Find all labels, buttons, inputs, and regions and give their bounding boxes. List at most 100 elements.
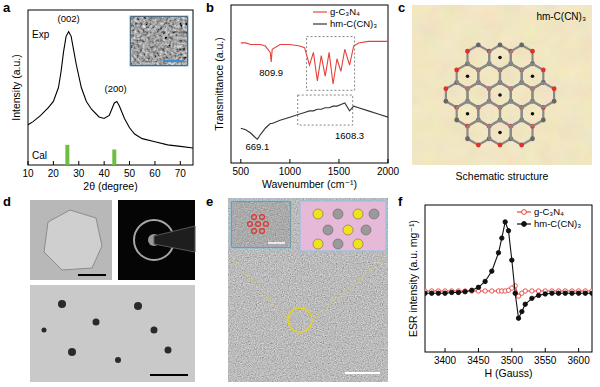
panel-label: c xyxy=(398,0,405,15)
center-dot xyxy=(498,131,502,135)
x-tick-label: 70 xyxy=(175,168,187,179)
x-tick-label: 40 xyxy=(99,168,111,179)
nitrogen-atom xyxy=(541,68,546,73)
carbon-atom xyxy=(519,43,524,48)
panel-label: b xyxy=(206,0,214,15)
series-line xyxy=(241,103,388,139)
nitrogen-atom xyxy=(498,143,503,148)
highlight-circle xyxy=(288,308,312,332)
x-tick xyxy=(478,348,479,352)
scale-bar xyxy=(78,274,106,276)
marker xyxy=(513,291,517,295)
model-atom xyxy=(353,239,363,249)
marker xyxy=(500,236,504,240)
guide-line xyxy=(232,258,288,320)
legend-label: hm-C(CN)₃ xyxy=(534,218,581,229)
center-dot xyxy=(531,112,535,116)
inset-frame xyxy=(231,201,291,248)
series-label: Cal xyxy=(32,150,47,161)
model-atom xyxy=(353,209,363,219)
marker xyxy=(530,289,534,293)
carbon-atom xyxy=(530,136,535,141)
legend-label: hm-C(CN)₃ xyxy=(330,18,377,29)
x-tick xyxy=(78,161,79,165)
scale-bar xyxy=(150,374,188,376)
hrtem-texture xyxy=(228,198,388,382)
marker xyxy=(556,291,560,295)
carbon-atom xyxy=(541,118,546,123)
model-atom xyxy=(323,225,333,235)
marker xyxy=(463,290,467,294)
panel-label: d xyxy=(3,194,11,209)
x-tick xyxy=(180,161,181,165)
tem-image xyxy=(30,200,112,280)
nitrogen-atom xyxy=(465,49,470,54)
annotation: 1608.3 xyxy=(335,130,364,141)
marker xyxy=(490,269,494,273)
tem-images xyxy=(30,200,195,382)
center-dot xyxy=(466,112,470,116)
plot-frame xyxy=(231,5,388,163)
parchment-texture xyxy=(412,5,592,165)
schematic: hm-C(CN)₃ xyxy=(412,5,592,165)
plot-frame xyxy=(425,205,592,352)
legend-swatch xyxy=(313,11,327,12)
center-dot xyxy=(498,93,502,97)
x-tick xyxy=(578,348,579,352)
particle xyxy=(58,300,66,308)
x-tick xyxy=(28,161,29,165)
particle xyxy=(68,348,76,356)
model-atom xyxy=(361,225,371,235)
particle xyxy=(93,319,100,326)
x-tick-label: 3550 xyxy=(534,355,557,366)
x-tick-label: 1500 xyxy=(328,166,351,177)
marker xyxy=(456,290,460,294)
marker xyxy=(513,284,517,288)
model-atom xyxy=(313,239,323,249)
x-tick-label: 50 xyxy=(124,168,136,179)
marker xyxy=(550,291,554,295)
marker xyxy=(463,289,467,293)
nitrogen-atom xyxy=(519,143,524,148)
x-tick-label: 60 xyxy=(149,168,161,179)
chart: 102030405060702θ (degree)Intensity (a.u.… xyxy=(10,10,193,192)
x-axis-label: H (Gauss) xyxy=(485,367,533,379)
model-atom xyxy=(333,209,343,219)
plot-data xyxy=(425,220,592,321)
series-label: Exp xyxy=(32,29,50,40)
ring-atom xyxy=(260,229,265,234)
particle xyxy=(134,302,142,310)
legend-label: g-C₃N₄ xyxy=(330,6,360,17)
ring-atom xyxy=(260,215,265,220)
x-axis-label: Wavenumber (cm⁻¹) xyxy=(262,178,357,190)
marker xyxy=(536,293,540,297)
x-tick-label: 2000 xyxy=(377,166,400,177)
model-atom xyxy=(333,239,343,249)
particle xyxy=(165,347,172,354)
model-atom xyxy=(343,225,353,235)
marker xyxy=(510,258,514,262)
particle xyxy=(42,328,47,333)
lattice xyxy=(443,43,556,148)
marker xyxy=(530,296,534,300)
marker xyxy=(425,291,427,295)
x-tick-label: 3400 xyxy=(434,355,457,366)
series-line xyxy=(241,41,388,84)
x-tick xyxy=(154,161,155,165)
plot-frame xyxy=(28,10,193,165)
inset-model xyxy=(300,201,386,251)
legend-marker xyxy=(522,222,527,227)
particle xyxy=(115,357,121,363)
nitrogen-atom xyxy=(443,86,448,91)
marker xyxy=(470,288,474,292)
ring-atom xyxy=(252,215,257,220)
carbon-atom xyxy=(476,43,481,48)
marker xyxy=(570,291,574,295)
carbon-atom xyxy=(498,43,503,48)
particle xyxy=(151,327,158,334)
scale-bar xyxy=(268,242,285,244)
bar xyxy=(112,150,116,166)
marker xyxy=(590,291,592,295)
carbon-atom xyxy=(454,118,459,123)
x-tick xyxy=(338,159,339,163)
